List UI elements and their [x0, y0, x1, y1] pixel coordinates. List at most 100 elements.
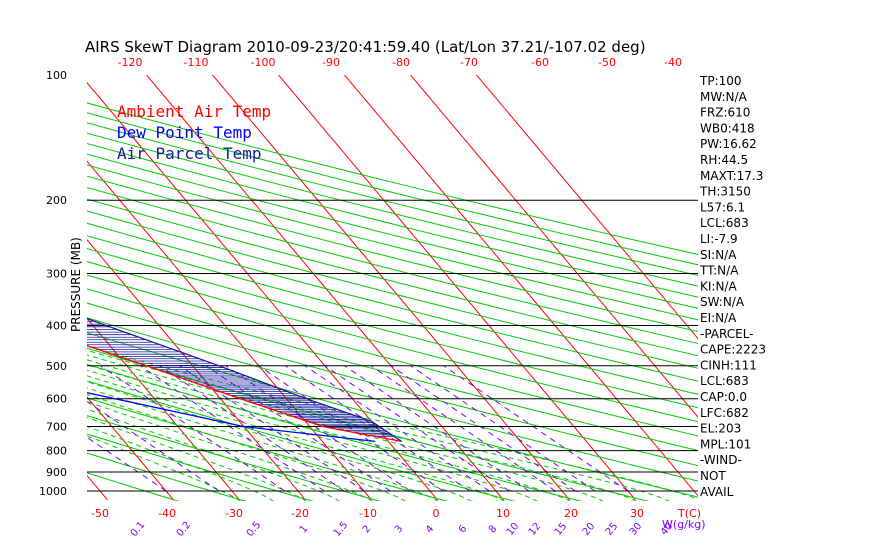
isotherm-line: [87, 474, 108, 501]
stat-line: FRZ:610: [700, 106, 750, 120]
mixing-ratio-line: [87, 400, 220, 492]
pressure-tick-label: 500: [46, 360, 67, 373]
legend-entry-0: Ambient Air Temp: [117, 102, 271, 121]
dry-adiabat-line: [87, 288, 698, 452]
dry-adiabat-line: [87, 261, 698, 423]
pressure-tick-label: 800: [46, 445, 67, 458]
mixing-ratio-tick-label: 1.5: [332, 520, 351, 539]
mixing-ratio-line: [179, 365, 365, 492]
mixing-ratio-tick-label: 1: [298, 523, 311, 535]
mixing-ratio-tick-label: 2: [361, 523, 374, 535]
stat-line: LCL:683: [700, 374, 749, 388]
stat-line: LFC:682: [700, 406, 749, 420]
mixing-ratio-tick-label: 30: [628, 521, 645, 538]
mixing-ratio-line: [390, 365, 576, 492]
top-temp-tick-label: -120: [118, 56, 143, 69]
moist-adiabat-line: [87, 364, 571, 501]
pressure-tick-label: 300: [46, 267, 67, 280]
top-temp-tick-label: -60: [531, 56, 549, 69]
stat-line: CAPE:2223: [700, 343, 766, 357]
pressure-tick-label: 100: [46, 69, 67, 82]
mixing-ratio-line: [304, 365, 490, 492]
mixing-ratio-line: [324, 365, 510, 492]
dry-adiabat-line: [87, 198, 698, 357]
bottom-temp-tick-label: 30: [630, 507, 644, 520]
mixing-ratio-line: [159, 365, 345, 492]
top-temp-tick-label: -90: [322, 56, 340, 69]
isotherm-line: [87, 317, 240, 501]
isotherm-line: [409, 75, 698, 418]
stat-line: SI:N/A: [700, 248, 737, 262]
mixing-ratio-tick-label: 4: [424, 523, 437, 535]
dry-adiabat-line: [87, 112, 698, 266]
pressure-tick-label: 700: [46, 421, 67, 434]
mixing-ratio-tick-label: 20: [581, 521, 598, 538]
mixing-ratio-tick-label: 15: [553, 521, 570, 538]
top-temp-tick-label: -40: [664, 56, 682, 69]
top-temp-tick-label: -100: [251, 56, 276, 69]
series-line-1: [87, 392, 376, 443]
pressure-tick-label: 1000: [39, 485, 67, 498]
stat-line: CINH:111: [700, 358, 757, 372]
dry-adiabat-line: [87, 142, 698, 298]
stat-line: EL:203: [700, 422, 741, 436]
dry-adiabat-line: [87, 122, 698, 276]
bottom-temp-tick-label: 10: [496, 507, 510, 520]
stat-line: -PARCEL-: [700, 327, 754, 341]
legend-entry-1: Dew Point Temp: [117, 123, 252, 142]
top-temp-tick-label: -80: [392, 56, 410, 69]
stat-line: RH:44.5: [700, 153, 748, 167]
isotherm-line: [145, 75, 504, 501]
y-axis-label: PRESSURE (MB): [69, 237, 83, 332]
stat-line: TH:3150: [699, 185, 751, 199]
stat-line: -WIND-: [700, 453, 742, 467]
dry-adiabat-line: [87, 153, 698, 309]
bottom-temp-tick-label: -30: [225, 507, 243, 520]
dry-adiabat-line: [87, 302, 698, 467]
stat-line: SW:N/A: [700, 295, 745, 309]
chart-title: AIRS SkewT Diagram 2010-09-23/20:41:59.4…: [85, 38, 646, 56]
stat-line: MAXT:17.3: [700, 169, 763, 183]
mixing-ratio-unit-label: W(g/kg): [662, 518, 706, 531]
series-line-0: [87, 345, 402, 443]
isotherm-line: [277, 75, 636, 501]
mixing-ratio-tick-label: 0.1: [129, 520, 148, 539]
isotherm-line: [87, 396, 174, 501]
bottom-temp-tick-label: -50: [91, 507, 109, 520]
mixing-ratio-line: [205, 365, 391, 492]
dry-adiabat-line: [87, 102, 698, 255]
legend: Ambient Air Temp Dew Point Temp Air Parcel…: [117, 102, 271, 163]
bottom-temp-tick-label: 20: [564, 507, 578, 520]
mixing-ratio-line: [225, 365, 411, 492]
dry-adiabat-line: [87, 235, 698, 395]
isobar-lines: [87, 199, 698, 492]
stat-line: MPL:101: [700, 437, 751, 451]
mixing-ratio-line: [139, 365, 325, 492]
mixing-ratio-tick-label: 0.5: [245, 520, 264, 539]
dry-adiabat-line: [87, 247, 698, 409]
dry-adiabat-line: [87, 175, 698, 333]
dry-adiabat-line: [87, 164, 698, 321]
stat-line: TT:N/A: [699, 264, 739, 278]
dry-adiabat-line: [87, 363, 583, 501]
mixing-ratio-tick-label: 0.2: [175, 520, 194, 539]
stat-line: AVAIL: [700, 485, 734, 499]
mixing-ratio-tick-label: 8: [487, 523, 500, 535]
dry-adiabat-line: [87, 186, 698, 345]
cape-hatch: [87, 320, 394, 437]
stat-line: L57:6.1: [700, 200, 745, 214]
stat-line: KI:N/A: [700, 279, 737, 293]
pressure-tick-label: 200: [46, 194, 67, 207]
moist-adiabat-line: [87, 345, 698, 500]
stat-line: EI:N/A: [700, 311, 737, 325]
dry-adiabat-line: [87, 222, 698, 382]
stat-line: LCL:683: [700, 216, 749, 230]
bottom-temp-tick-label: 0: [433, 507, 440, 520]
top-temp-tick-label: -110: [184, 56, 209, 69]
stat-line: CAP:0.0: [700, 390, 747, 404]
bottom-temp-tick-label: -40: [158, 507, 176, 520]
moist-adiabat-line: [87, 349, 670, 501]
mixing-ratio-line: [100, 365, 286, 492]
